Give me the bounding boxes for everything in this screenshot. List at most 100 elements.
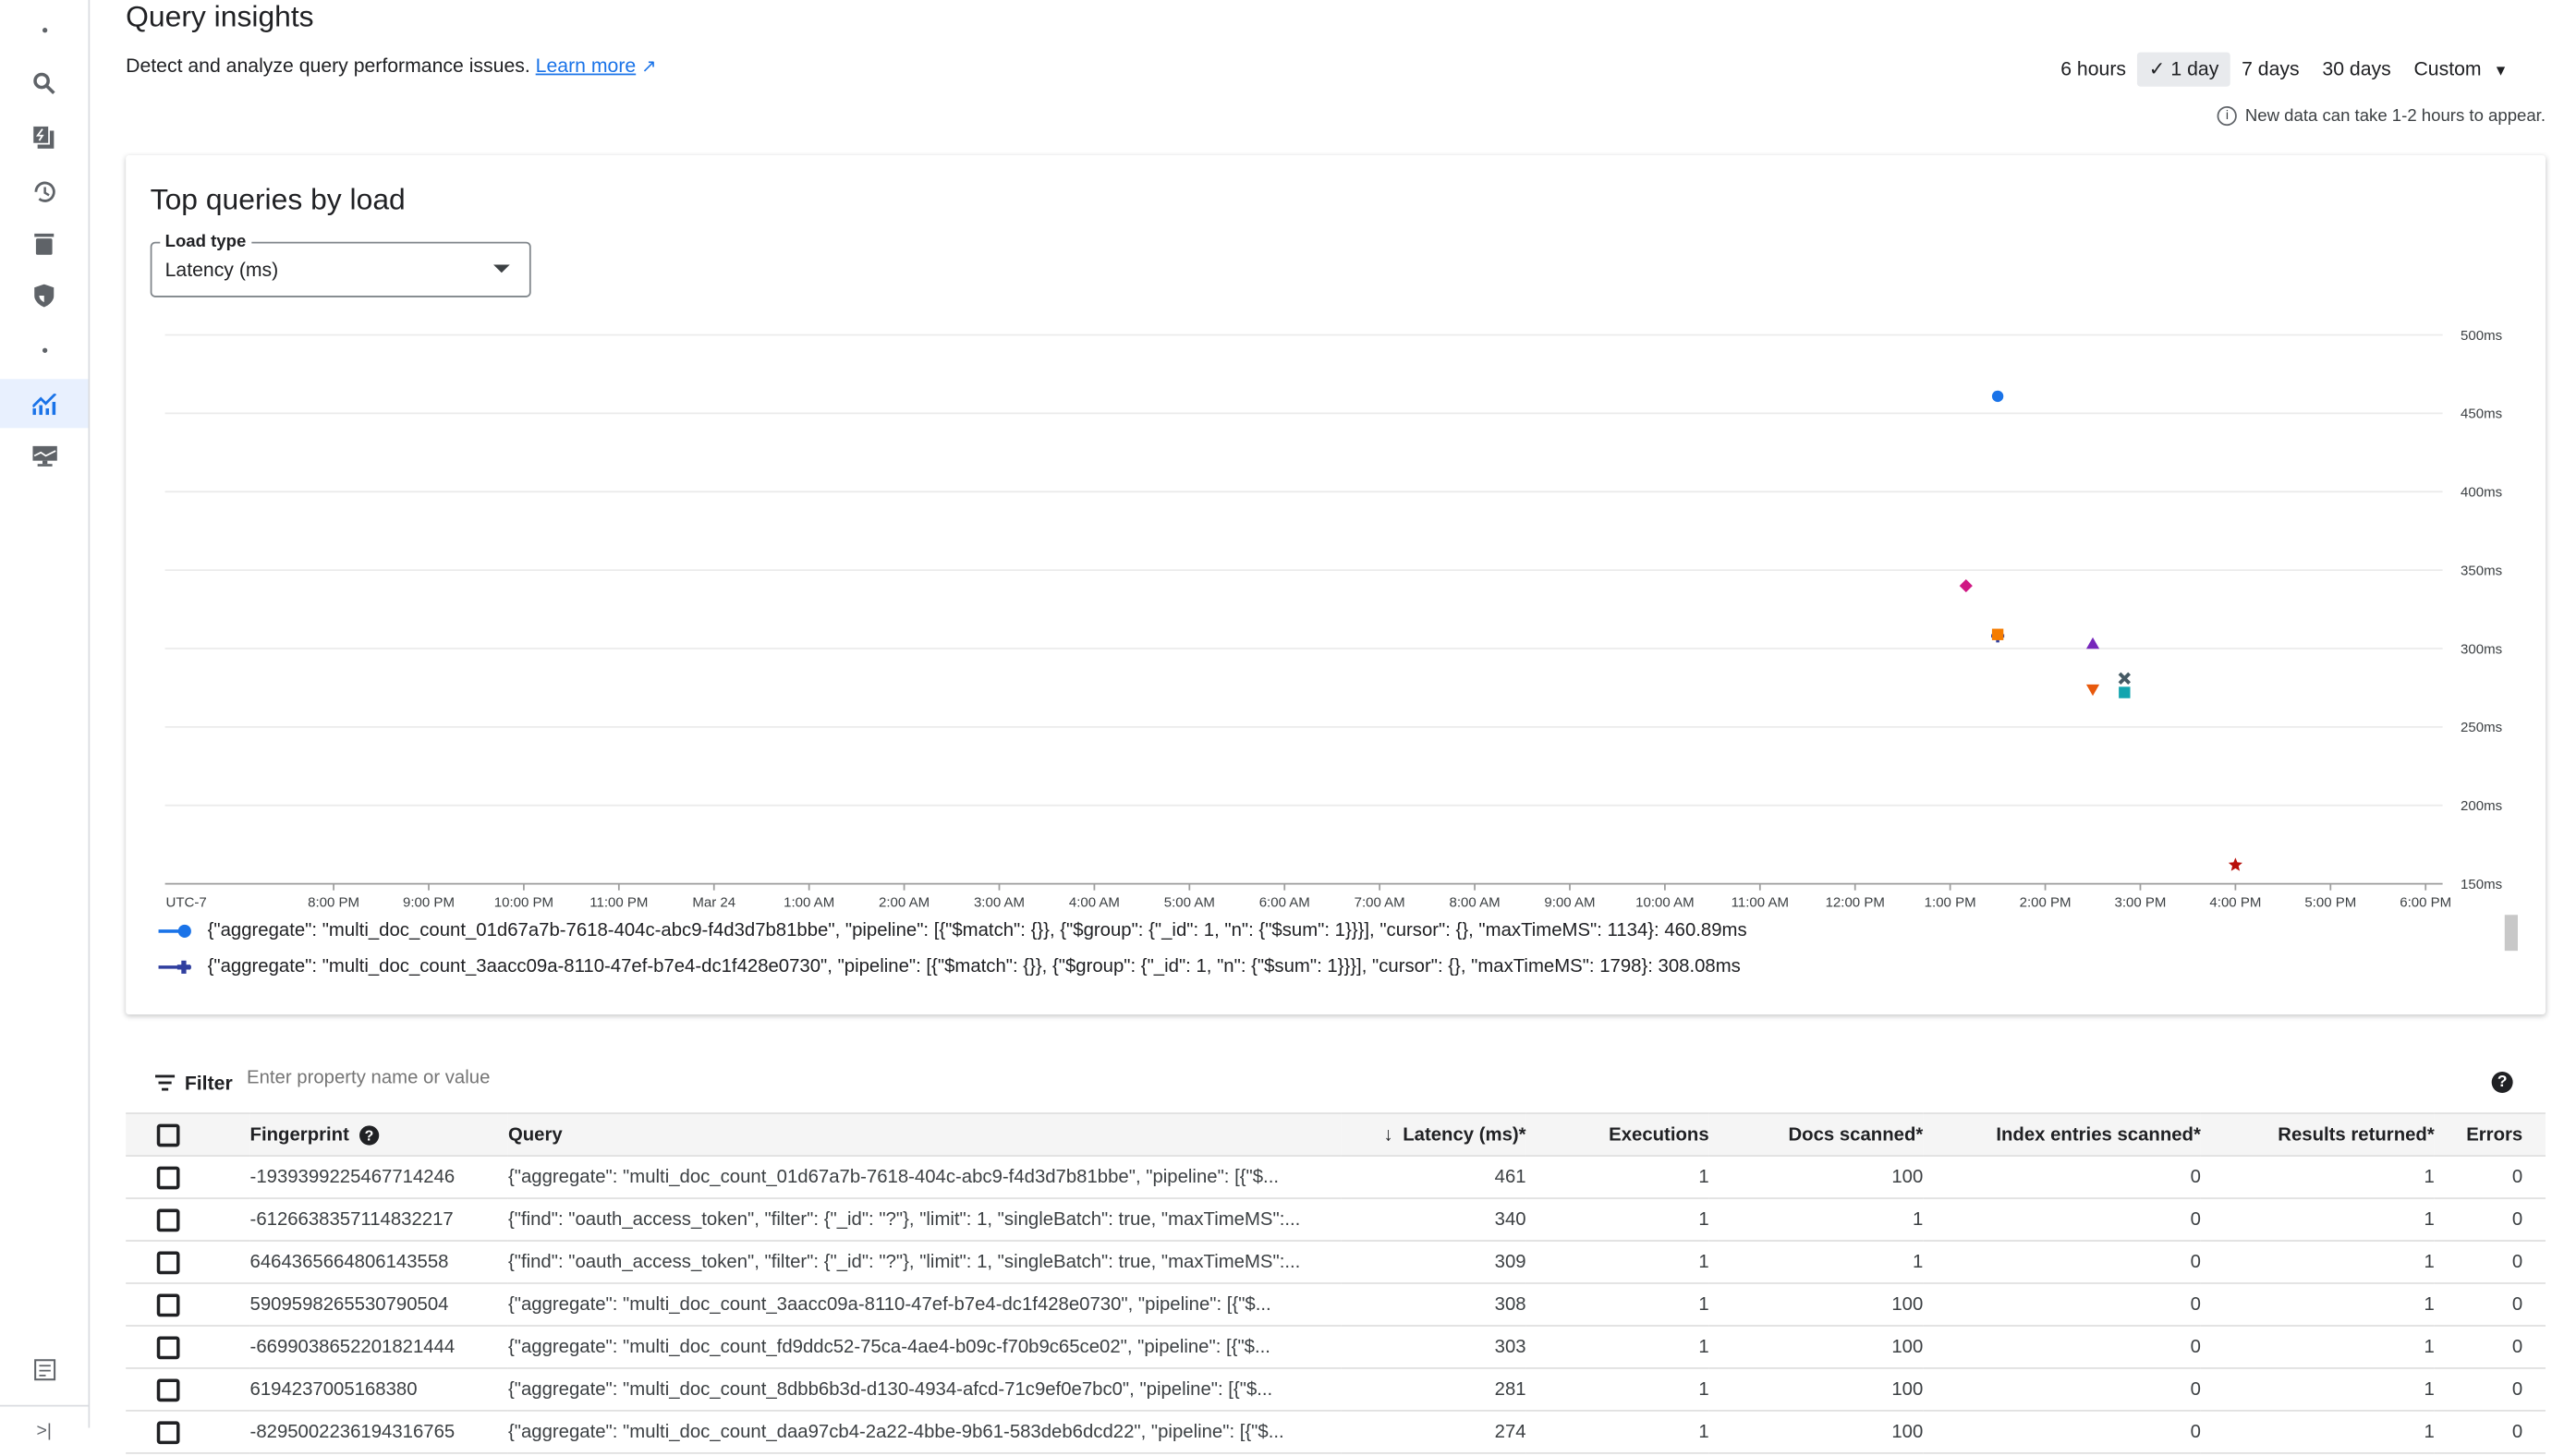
cell-errors: 0 [2434,1282,2546,1327]
cell-index-entries-scanned: 0 [1923,1325,2201,1369]
filter-input[interactable] [243,1066,1558,1090]
column-docs-scanned[interactable]: Docs scanned* [1708,1112,1924,1157]
data-point-x[interactable] [2118,672,2132,685]
column-index-entries-scanned[interactable]: Index entries scanned* [1923,1112,2201,1157]
cell-query[interactable]: {"aggregate": "multi_doc_count_daa97cb4-… [507,1410,1342,1454]
cell-latency: 461 [1341,1156,1526,1199]
range-7-days[interactable]: 7 days [2242,56,2300,80]
column-latency[interactable]: ↓ Latency (ms)* [1341,1112,1526,1157]
data-point-diamond[interactable] [1959,579,1973,593]
shield-icon[interactable] [0,272,88,321]
sidebar-dot-icon[interactable] [0,325,88,374]
y-tick-label: 450ms [2461,406,2502,422]
cell-fingerprint: -8295002236194316765 [249,1410,508,1454]
trash-icon[interactable] [0,219,88,268]
cell-query[interactable]: {"find": "oauth_access_token", "filter":… [507,1198,1342,1242]
column-executions[interactable]: Executions [1525,1112,1709,1157]
table-row[interactable]: -6699038652201821444 {"aggregate": "multi… [126,1325,2546,1369]
cell-index-entries-scanned: 0 [1923,1156,2201,1199]
legend-label: {"aggregate": "multi_doc_count_01d67a7b-… [207,921,1747,941]
x-tick-label: 4:00 PM [2209,894,2261,910]
cell-errors: 0 [2434,1241,2546,1284]
expand-sidebar-icon[interactable]: >| [0,1404,89,1456]
row-checkbox[interactable] [156,1292,180,1316]
time-range-selector: 6 hours ✓ 1 day 7 days 30 days Custom ▼ [2049,52,2520,87]
help-icon[interactable]: ? [358,1124,380,1145]
row-checkbox[interactable] [156,1335,180,1359]
legend-item[interactable]: {"aggregate": "multi_doc_count_01d67a7b-… [158,921,1747,941]
filter-icon[interactable] [154,1074,176,1097]
cell-query[interactable]: {"aggregate": "multi_doc_count_8dbb6b3d-… [507,1367,1342,1412]
cell-executions: 1 [1525,1156,1709,1199]
range-30-days[interactable]: 30 days [2322,56,2391,80]
data-point-square[interactable] [2119,686,2131,698]
column-errors[interactable]: Errors [2434,1112,2546,1157]
release-notes-icon[interactable] [0,1344,88,1393]
x-tick-label: 1:00 AM [784,894,834,910]
legend-item[interactable]: {"aggregate": "multi_doc_count_3aacc09a-… [158,957,1741,977]
x-tick-label: 5:00 PM [2304,894,2356,910]
cell-errors: 0 [2434,1367,2546,1412]
sort-arrow-down-icon: ↓ [1383,1124,1393,1145]
column-label: Fingerprint [249,1124,349,1145]
top-queries-card: Top queries by load Load type Latency (m… [126,155,2546,1014]
data-point-square[interactable] [1991,628,2004,640]
cell-query[interactable]: {"aggregate": "multi_doc_count_fd9ddc52-… [507,1325,1342,1369]
search-icon[interactable] [0,59,88,108]
range-1-day-label: 1 day [2170,56,2219,80]
quick-actions-icon[interactable] [0,113,88,162]
learn-more-link[interactable]: Learn more [536,54,637,77]
cell-latency: 274 [1341,1410,1526,1454]
column-results-returned[interactable]: Results returned* [2200,1112,2435,1157]
page-subtitle: Detect and analyze query performance iss… [126,54,656,77]
cell-executions: 1 [1525,1282,1709,1327]
legend-label: {"aggregate": "multi_doc_count_3aacc09a-… [207,957,1741,977]
table-row[interactable]: -1939399225467714246 {"aggregate": "multi… [126,1156,2546,1199]
data-point-circle[interactable] [1991,390,2004,403]
legend-circle-icon [158,924,191,939]
monitoring-icon[interactable] [0,431,88,480]
cell-query[interactable]: {"aggregate": "multi_doc_count_3aacc09a-… [507,1282,1342,1327]
x-tick-label: 9:00 PM [403,894,455,910]
row-checkbox[interactable] [156,1420,180,1444]
sidebar-dot-icon[interactable] [0,5,88,54]
x-tick-label: 3:00 PM [2115,894,2167,910]
help-icon[interactable]: ? [2491,1072,2513,1093]
table-row[interactable]: 5909598265530790504 {"aggregate": "multi_… [126,1282,2546,1327]
column-fingerprint[interactable]: Fingerprint ? [249,1112,508,1157]
x-tick-label: 6:00 PM [2400,894,2451,910]
range-custom[interactable]: Custom ▼ [2402,53,2520,87]
data-point-star[interactable] [2228,857,2242,871]
range-6-hours[interactable]: 6 hours [2060,56,2127,80]
table-row[interactable]: -6126638357114832217 {"find": "oauth_acce… [126,1198,2546,1242]
cell-fingerprint: -6126638357114832217 [249,1198,508,1242]
query-insights-icon[interactable] [0,379,89,429]
legend-scrollbar[interactable] [2504,915,2518,952]
row-checkbox[interactable] [156,1250,180,1274]
table-row[interactable]: 6194237005168380 {"aggregate": "multi_doc… [126,1367,2546,1412]
cell-results-returned: 1 [2200,1198,2435,1242]
data-point-triangle[interactable] [2085,637,2100,649]
range-1-day[interactable]: ✓ 1 day [2137,52,2230,87]
cell-query[interactable]: {"find": "oauth_access_token", "filter":… [507,1241,1342,1284]
select-all-checkbox[interactable] [156,1122,180,1147]
y-tick-label: 350ms [2461,563,2502,578]
cell-query[interactable]: {"aggregate": "multi_doc_count_01d67a7b-… [507,1156,1342,1199]
cell-fingerprint: -1939399225467714246 [249,1156,508,1199]
cell-executions: 1 [1525,1367,1709,1412]
table-header-row: Fingerprint ? Query ↓ Latency (ms)* Execu… [126,1112,2546,1157]
cell-results-returned: 1 [2200,1325,2435,1369]
cell-errors: 0 [2434,1410,2546,1454]
table-row[interactable]: 6464365664806143558 {"find": "oauth_acces… [126,1241,2546,1284]
data-point-triangle-down[interactable] [2085,684,2100,697]
table-row[interactable]: -8295002236194316765 {"aggregate": "multi… [126,1410,2546,1454]
row-checkbox[interactable] [156,1207,180,1232]
load-type-select[interactable]: Load type Latency (ms) [150,232,531,297]
caret-down-icon [493,264,510,273]
history-icon[interactable] [0,166,88,215]
column-query[interactable]: Query [507,1112,1342,1157]
sidebar: >| [0,0,91,1441]
cell-results-returned: 1 [2200,1156,2435,1199]
row-checkbox[interactable] [156,1377,180,1401]
row-checkbox[interactable] [156,1165,180,1189]
